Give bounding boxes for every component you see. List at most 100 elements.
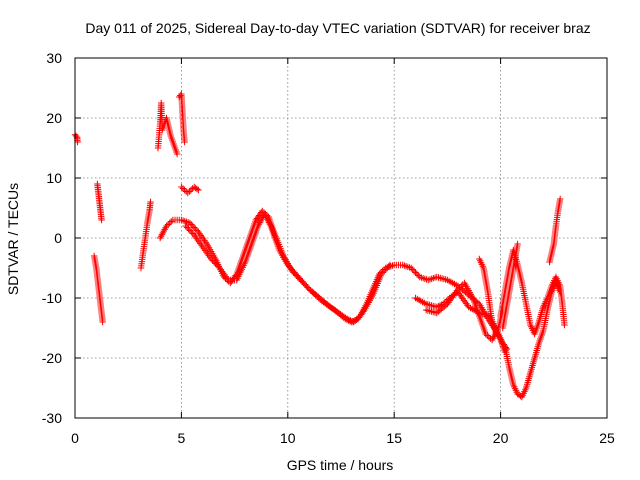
chart-title: Day 011 of 2025, Sidereal Day-to-day VTE… (85, 20, 590, 36)
data-point (408, 264, 415, 272)
data-point (300, 279, 307, 287)
y-tick-label: -10 (42, 290, 62, 306)
x-tick-label: 15 (386, 430, 402, 446)
data-point (382, 266, 389, 273)
y-tick-label: 0 (54, 230, 62, 246)
data-point (186, 227, 194, 234)
data-point (343, 316, 351, 323)
data-point (313, 293, 321, 300)
y-tick-label: 30 (46, 50, 62, 66)
grid-layer (75, 58, 607, 418)
data-point (296, 275, 303, 282)
series-arc-i (178, 183, 202, 197)
data-point (458, 282, 465, 290)
data-point (207, 255, 215, 263)
data-point (456, 284, 463, 291)
data-point (193, 227, 201, 234)
data-point (215, 263, 222, 270)
series-arc-c (94, 180, 105, 224)
data-point (288, 266, 295, 273)
series-arc-f (176, 90, 188, 146)
y-axis-label: SDTVAR / TECUs (5, 183, 21, 295)
data-point (190, 224, 198, 231)
series-arc-d (137, 198, 154, 272)
data-point (166, 219, 173, 227)
data-point (178, 183, 185, 191)
data-point (287, 264, 294, 272)
data-point (348, 318, 355, 326)
x-axis-tick-labels: 0 5 10 15 20 25 (71, 430, 615, 446)
data-point (350, 318, 357, 325)
data-point (193, 185, 201, 193)
data-point (299, 278, 306, 285)
data-point (192, 225, 199, 233)
data-point (433, 303, 440, 311)
data-point (435, 303, 442, 310)
data-point (164, 221, 172, 228)
data-point (181, 138, 188, 146)
data-point (195, 186, 202, 194)
data-point (173, 150, 181, 158)
data-point (292, 270, 299, 278)
data-point (304, 284, 311, 291)
data-point (303, 282, 310, 290)
data-point (442, 302, 450, 309)
data-point (413, 270, 421, 278)
data-point (209, 257, 216, 264)
y-tick-label: -20 (42, 350, 62, 366)
y-tick-label: 10 (46, 170, 62, 186)
series-arc-o (499, 240, 521, 332)
series-arc-h (182, 210, 394, 326)
data-point (188, 221, 195, 228)
data-point (212, 260, 219, 267)
y-axis-tick-labels: -30 -20 -10 0 10 20 30 (42, 50, 62, 426)
series-arc-e (154, 99, 181, 158)
data-point (213, 261, 221, 269)
data-point (454, 285, 462, 293)
data-point (309, 288, 316, 296)
data-point (291, 269, 298, 276)
data-point (381, 267, 388, 275)
series-arc-g (156, 207, 511, 353)
data-point (312, 291, 319, 299)
data-point (493, 330, 500, 338)
x-tick-label: 0 (71, 430, 79, 446)
x-tick-label: 5 (178, 430, 186, 446)
data-point (179, 185, 187, 192)
data-point (385, 263, 392, 270)
data-point (181, 186, 188, 194)
data-point (412, 269, 419, 276)
data-point (168, 218, 175, 225)
series-arc-b (90, 252, 106, 326)
data-point (182, 222, 189, 230)
data-point (99, 318, 106, 326)
data-point (163, 222, 170, 230)
series-arc-p (546, 195, 564, 266)
data-point (514, 240, 521, 248)
data-point (305, 285, 313, 293)
x-tick-label: 25 (599, 430, 615, 446)
data-point (297, 276, 305, 284)
data-point (307, 287, 314, 294)
data-point (183, 224, 191, 231)
data-point (315, 294, 322, 302)
data-point (345, 317, 352, 324)
data-point (383, 264, 391, 272)
x-tick-label: 10 (280, 430, 296, 446)
data-point (210, 258, 218, 266)
y-tick-label: 20 (46, 110, 62, 126)
data-point (187, 186, 195, 194)
data-point (482, 330, 489, 338)
data-point (72, 132, 80, 140)
data-point (98, 216, 105, 224)
data-point (360, 308, 367, 315)
data-point (378, 270, 385, 278)
data-point (379, 269, 387, 276)
data-point (386, 261, 394, 269)
data-point (186, 219, 194, 227)
data-point (189, 230, 196, 237)
data-point (351, 317, 359, 324)
x-axis-label: GPS time / hours (287, 457, 394, 473)
data-point (186, 188, 193, 195)
